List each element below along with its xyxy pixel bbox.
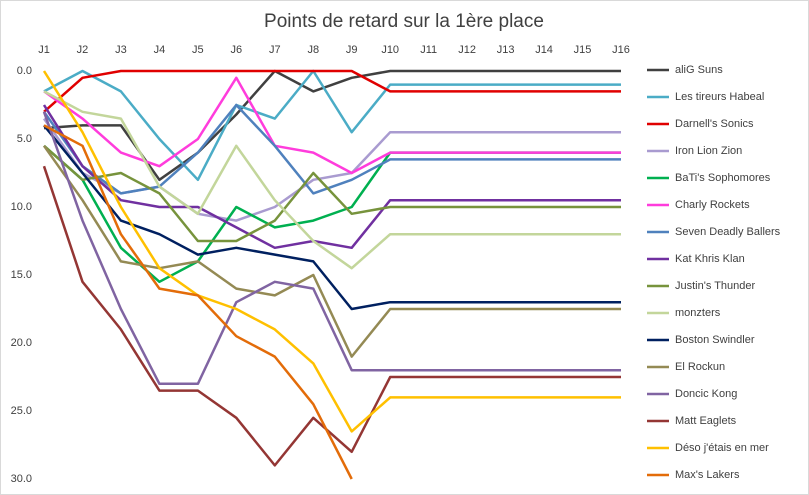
series-line <box>43 69 621 182</box>
x-tick-label: J1 <box>38 44 50 56</box>
series-line <box>42 165 621 467</box>
x-tick-label: J2 <box>77 44 89 56</box>
legend-label: Justin's Thunder <box>675 280 756 292</box>
y-tick-label: 0.0 <box>17 65 32 77</box>
legend-label: El Rockun <box>675 361 725 373</box>
series-line <box>43 144 621 243</box>
legend-label: Max's Lakers <box>675 469 740 481</box>
x-tick-label: J3 <box>115 44 127 56</box>
x-tick-label: J4 <box>154 44 166 56</box>
x-tick-label: J15 <box>574 44 592 56</box>
legend-label: Kat Khris Klan <box>675 253 745 265</box>
series-line <box>42 111 621 386</box>
legend-label: aliG Suns <box>675 64 723 76</box>
x-tick-label: J14 <box>535 44 553 56</box>
legend-label: Seven Deadly Ballers <box>675 226 781 238</box>
series-line <box>43 124 621 311</box>
series-line <box>43 69 621 113</box>
series-line <box>43 124 353 480</box>
x-tick-label: J10 <box>381 44 399 56</box>
legend-label: Matt Eaglets <box>675 415 737 427</box>
legend-label: Iron Lion Zion <box>675 145 742 157</box>
series-line <box>43 76 621 175</box>
legend-label: Déso j'étais en mer <box>675 442 769 454</box>
series-line <box>42 70 621 433</box>
y-tick-label: 15.0 <box>11 269 32 281</box>
x-tick-label: J12 <box>458 44 476 56</box>
x-tick-label: J9 <box>346 44 358 56</box>
x-tick-label: J6 <box>231 44 243 56</box>
y-tick-label: 25.0 <box>11 405 32 417</box>
x-tick-label: J13 <box>497 44 515 56</box>
x-tick-label: J16 <box>612 44 630 56</box>
y-tick-label: 5.0 <box>17 133 32 145</box>
legend-label: Darnell's Sonics <box>675 118 754 130</box>
y-tick-label: 20.0 <box>11 337 32 349</box>
legend-label: Charly Rockets <box>675 199 750 211</box>
x-tick-label: J8 <box>307 44 319 56</box>
legend-label: Les tireurs Habeal <box>675 91 764 103</box>
series-line <box>42 104 621 250</box>
x-tick-label: J11 <box>420 44 437 56</box>
chart-title: Points de retard sur la 1ère place <box>264 11 544 32</box>
series-line <box>42 103 621 195</box>
series-line <box>43 90 621 270</box>
y-tick-label: 30.0 <box>11 473 32 485</box>
legend-label: monzters <box>675 307 721 319</box>
x-tick-label: J5 <box>192 44 204 56</box>
legend-label: Doncic Kong <box>675 388 737 400</box>
legend-label: BaTi's Sophomores <box>675 172 771 184</box>
legend-label: Boston Swindler <box>675 334 755 346</box>
y-tick-label: 10.0 <box>11 201 32 213</box>
x-tick-label: J7 <box>269 44 281 56</box>
series-line <box>42 145 621 358</box>
